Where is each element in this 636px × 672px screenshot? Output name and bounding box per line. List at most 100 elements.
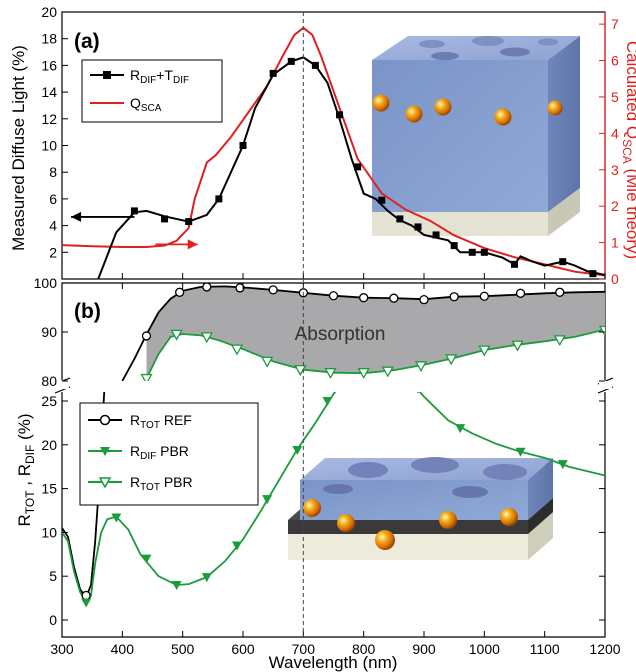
ytick-label-a-right: 4 — [611, 125, 619, 141]
series-qsca-line — [62, 26, 605, 277]
panel-b-lower-frame — [61, 392, 606, 638]
absorption-annotation: Absorption — [295, 324, 386, 345]
ylabel-b-tail: (%) — [15, 413, 34, 444]
marker-rdif-tdif — [468, 248, 476, 256]
legend-b-marker-triangle-open — [98, 477, 112, 489]
ytick-label-a-right: 7 — [611, 16, 619, 32]
ytick-label-b-upper: 80 — [41, 373, 57, 389]
xtick-label: 300 — [50, 641, 74, 657]
marker-rtot-ref — [419, 295, 429, 305]
ytick-label-a-right: 2 — [611, 198, 619, 214]
xtick-label: 1200 — [589, 641, 620, 657]
ytick-label-a-left: 18 — [41, 31, 57, 47]
marker-rdif-pbr — [515, 447, 526, 457]
marker-rdif-tdif — [396, 215, 404, 223]
marker-rdif-tdif — [354, 163, 362, 171]
ytick-label-b-upper: 100 — [34, 275, 58, 291]
marker-rtot-pbr — [478, 345, 491, 357]
xlabel: Wavelength (nm) — [269, 653, 398, 672]
marker-rdif-tdif — [130, 207, 138, 215]
ytick-label-a-left: 10 — [41, 138, 57, 154]
marker-rdif-pbr — [557, 460, 568, 470]
marker-rdif-tdif — [450, 242, 458, 250]
ytick-label-a-left: 2 — [49, 244, 57, 260]
marker-rtot-ref-low — [81, 590, 91, 601]
marker-rtot-pbr — [170, 329, 183, 341]
marker-rtot-ref — [359, 293, 369, 303]
legend-a-marker-square — [103, 71, 111, 79]
marker-rtot-pbr — [553, 335, 566, 347]
marker-rtot-ref — [479, 291, 489, 301]
legend-b-item-2: RDIF PBR — [130, 443, 189, 462]
ytick-label-a-left: 20 — [41, 4, 57, 20]
ytick-label-a-left: 4 — [49, 218, 57, 234]
ytick-label-b-lower: 0 — [49, 612, 57, 628]
legend-a-item-2: QSCA — [130, 95, 162, 114]
ylabel-b-sub1: TOT — [23, 490, 37, 514]
ytick-label-a-right: 5 — [611, 89, 619, 105]
marker-rtot-pbr — [294, 365, 307, 377]
ytick-label-b-lower: 15 — [41, 481, 57, 497]
xtick-label: 400 — [111, 641, 135, 657]
marker-rtot-ref — [235, 283, 245, 293]
marker-rtot-ref — [515, 288, 526, 298]
ylabel-a-left: Measured Diffuse Light (%) — [9, 45, 28, 251]
ytick-label-b-lower: 25 — [41, 393, 57, 409]
marker-rdif-pbr — [417, 392, 419, 394]
marker-rtot-pbr — [445, 354, 458, 366]
panel-b-label: (b) — [74, 300, 101, 323]
ytick-label-a-right: 6 — [611, 53, 619, 69]
xtick-label: 900 — [412, 641, 436, 657]
marker-rdif-pbr — [171, 580, 182, 590]
marker-rdif-pbr — [292, 446, 303, 456]
legend-a: RDIF+TDIF QSCA — [81, 59, 223, 123]
ylabel-b-main: R — [15, 514, 34, 526]
axis-break-right — [597, 377, 614, 394]
marker-rdif-tdif — [589, 270, 597, 278]
ytick-label-b-lower: 20 — [41, 437, 57, 453]
marker-rdif-pbr — [455, 424, 466, 434]
ylabel-b-sub2: DIF — [23, 445, 37, 464]
marker-rtot-ref — [449, 292, 459, 302]
marker-rdif-pbr — [231, 541, 242, 551]
legend-b-item-1: RTOT REF — [130, 412, 192, 431]
ytick-label-a-left: 16 — [41, 57, 57, 73]
ytick-label-b-lower: 10 — [41, 524, 57, 540]
inset-cube-b — [288, 457, 553, 560]
marker-rtot-pbr — [357, 368, 370, 380]
legend-b-marker-circle — [99, 414, 111, 426]
marker-rdif-pbr — [81, 598, 92, 608]
xtick-label: 800 — [352, 641, 376, 657]
legend-b-item-3: RTOT PBR — [130, 474, 193, 493]
marker-rtot-ref — [268, 285, 278, 295]
ylabel-b-mid: , R — [15, 464, 34, 490]
ylabel-a-right-main: Calculated Q — [623, 41, 636, 139]
marker-rtot-pbr — [261, 356, 274, 368]
ytick-label-a-right: 3 — [611, 162, 619, 178]
marker-rtot-ref — [328, 291, 339, 301]
legend-a-item-1: RDIF+TDIF — [130, 67, 189, 86]
inset-cube-a — [372, 36, 580, 236]
marker-rdif-pbr — [262, 495, 273, 505]
arrow-head-1 — [187, 239, 198, 250]
ytick-label-b-lower: 5 — [49, 568, 57, 584]
marker-rtot-pbr — [140, 373, 153, 381]
xtick-label: 500 — [171, 641, 195, 657]
marker-rdif-pbr — [141, 554, 152, 564]
marker-rtot-ref — [555, 287, 565, 297]
marker-rdif-tdif — [336, 111, 344, 119]
xtick-label: 1000 — [469, 641, 500, 657]
ytick-label-a-left: 14 — [41, 84, 57, 100]
arrow-head-0 — [71, 211, 82, 222]
marker-rdif-tdif — [185, 218, 193, 226]
ytick-label-a-left: 8 — [49, 164, 57, 180]
marker-rdif-tdif — [161, 215, 169, 223]
marker-rdif-pbr — [322, 397, 333, 406]
xtick-label: 600 — [231, 641, 255, 657]
marker-rtot-ref — [202, 283, 212, 292]
marker-rtot-pbr — [381, 366, 394, 378]
marker-rtot-pbr — [414, 361, 428, 373]
marker-rdif-tdif — [432, 231, 440, 239]
marker-rdif-pbr — [201, 573, 212, 583]
